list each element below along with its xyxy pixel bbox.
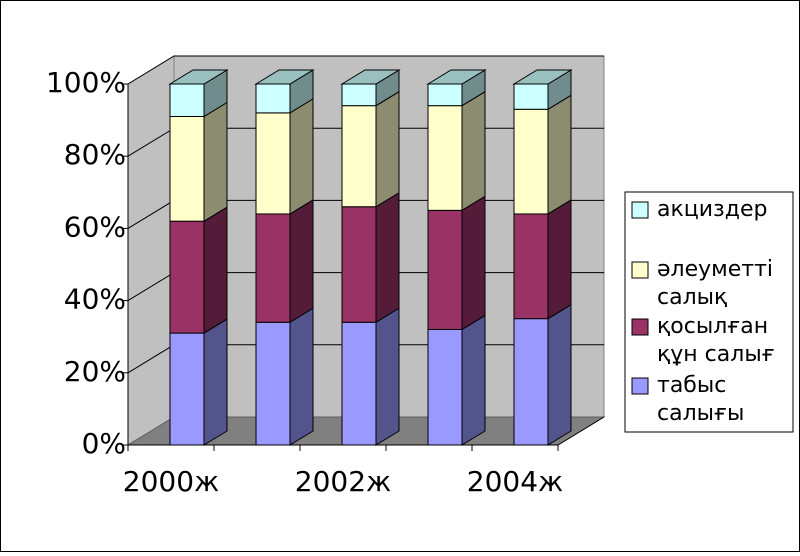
bar-segment bbox=[169, 115, 205, 222]
y-tick-label: 40% bbox=[64, 283, 126, 316]
legend-label: құн салығ bbox=[657, 342, 775, 367]
bar-segment-side bbox=[461, 90, 486, 212]
bar-segment bbox=[513, 108, 549, 215]
bar-top bbox=[426, 69, 487, 85]
legend-swatch bbox=[631, 261, 649, 279]
bar-segment bbox=[427, 209, 463, 330]
y-tick-label: 100% bbox=[46, 66, 126, 99]
bar-segment bbox=[427, 83, 463, 107]
bar-segment bbox=[255, 83, 291, 114]
y-tick-label: 20% bbox=[64, 355, 126, 388]
x-tick-label: 2002ж bbox=[295, 465, 391, 498]
bar-segment bbox=[169, 83, 205, 117]
bars bbox=[168, 69, 573, 446]
bar-segment-side bbox=[375, 191, 400, 324]
legend-label: қосылған bbox=[657, 314, 768, 339]
legend-swatch bbox=[631, 318, 649, 336]
legend-swatch bbox=[631, 377, 649, 395]
bar-segment-side bbox=[461, 314, 486, 446]
bar-segment bbox=[341, 105, 377, 208]
y-tick-label: 80% bbox=[64, 138, 126, 171]
y-tick-label: 60% bbox=[64, 210, 126, 243]
bar-segment-side bbox=[375, 307, 400, 446]
bar-segment-side bbox=[203, 206, 228, 334]
bar-top bbox=[512, 69, 573, 85]
x-tick-label: 2000ж bbox=[123, 465, 219, 498]
bar-segment bbox=[255, 112, 291, 215]
bar-segment-side bbox=[203, 318, 228, 446]
bar-segment bbox=[513, 213, 549, 320]
legend-box bbox=[624, 191, 794, 433]
bar-segment bbox=[341, 83, 377, 107]
legend: акциздер әлеуметті салық қосылған құн салығ т… bbox=[624, 191, 794, 433]
bar-segment-side bbox=[375, 90, 400, 208]
floor-edge-line bbox=[557, 416, 605, 446]
side-wall bbox=[127, 55, 175, 446]
bar-segment bbox=[513, 318, 549, 446]
bar-segment-side bbox=[289, 199, 314, 324]
bar-segment-side bbox=[547, 199, 572, 320]
bar-segment-side bbox=[289, 307, 314, 446]
bar-segment-side bbox=[547, 303, 572, 446]
bar-segment bbox=[341, 206, 377, 323]
bar-segment-side bbox=[461, 195, 486, 331]
legend-label: табыс bbox=[657, 373, 726, 398]
bar-segment bbox=[255, 321, 291, 446]
bar-segment bbox=[169, 220, 205, 334]
gridline bbox=[127, 55, 604, 85]
bar-segment bbox=[427, 105, 463, 211]
bar-top bbox=[340, 69, 401, 85]
axes: 0% 20% 40% 60% 80% 100% 2000ж 2002ж 2004ж bbox=[46, 66, 605, 498]
legend-label: акциздер bbox=[657, 197, 767, 222]
bar-segment bbox=[427, 328, 463, 446]
bar-segment-side bbox=[289, 97, 314, 215]
bar-segment bbox=[513, 83, 549, 110]
legend-label: салығы bbox=[657, 401, 744, 426]
x-tick-label: 2004ж bbox=[467, 465, 563, 498]
bar-top bbox=[254, 69, 315, 85]
legend-swatch bbox=[631, 201, 649, 219]
bar-segment-side bbox=[203, 101, 228, 223]
bar-segment-side bbox=[547, 94, 572, 215]
y-tick-label: 0% bbox=[82, 427, 126, 460]
bar-segment bbox=[341, 321, 377, 446]
legend-label: салық bbox=[657, 285, 727, 310]
bar-segment bbox=[169, 332, 205, 446]
legend-label: әлеуметті bbox=[657, 257, 773, 282]
bar-top bbox=[168, 69, 229, 85]
bar-segment bbox=[255, 213, 291, 323]
